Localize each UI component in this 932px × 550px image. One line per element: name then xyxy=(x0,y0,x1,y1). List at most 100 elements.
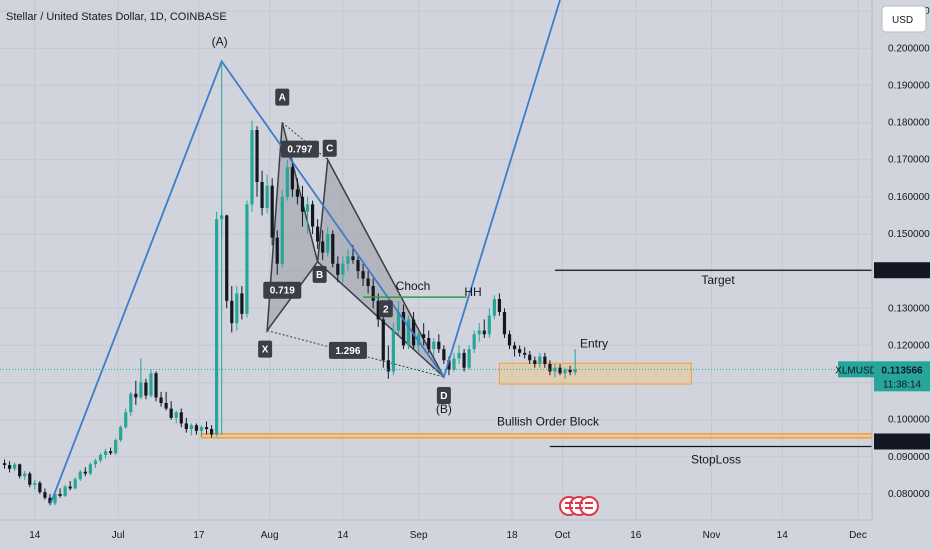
candle-body xyxy=(63,486,67,496)
candle-body xyxy=(250,130,254,205)
candle-body xyxy=(512,345,517,350)
candle-body xyxy=(518,349,522,353)
candle-body xyxy=(371,286,375,301)
point-a-label: A xyxy=(279,93,286,104)
candle-body xyxy=(119,427,123,441)
candle-body xyxy=(487,315,491,335)
entry-zone xyxy=(498,362,692,385)
candle-body xyxy=(159,397,163,403)
chart-title: Stellar / United States Dollar, 1D, COIN… xyxy=(6,11,227,23)
currency-button[interactable]: USD xyxy=(881,5,927,33)
candle-body xyxy=(149,373,153,396)
candle-body xyxy=(78,471,82,480)
flag-event-icon[interactable] xyxy=(579,496,599,516)
candle-body xyxy=(225,215,229,301)
candle-body xyxy=(23,473,27,477)
point-b-label-bg xyxy=(312,265,327,283)
candle-body xyxy=(573,369,577,373)
y-tick-label: 0.120000 xyxy=(888,340,930,351)
candle-body xyxy=(305,204,310,212)
y-tick-label: 0.200000 xyxy=(888,43,930,54)
candle-body xyxy=(381,319,385,361)
current-price-tag: 0.113566 xyxy=(881,365,923,376)
x-tick-label: 14 xyxy=(29,530,41,541)
candle-body xyxy=(103,451,108,455)
candle-body xyxy=(492,299,496,316)
candle-body xyxy=(528,354,532,361)
x-tick-label: 14 xyxy=(777,530,789,541)
y-tick-label: 0.090000 xyxy=(888,452,930,463)
candle-body xyxy=(124,412,128,428)
symbol-tag: XLMUSD xyxy=(835,365,877,376)
candle-body xyxy=(427,338,431,350)
candle-body xyxy=(326,234,330,253)
candle-body xyxy=(341,263,345,275)
candle-body xyxy=(553,367,557,372)
candle-body xyxy=(139,382,143,398)
x-tick-label: 17 xyxy=(193,530,205,541)
order-block-zone xyxy=(200,433,873,439)
candle-body xyxy=(73,479,77,489)
candle-body xyxy=(194,425,199,431)
y-tick-label: 0.100000 xyxy=(888,415,930,426)
y-tick-label: 0.130000 xyxy=(888,303,930,314)
candle-body xyxy=(265,185,269,208)
hh-label: HH xyxy=(464,285,481,299)
candle-body xyxy=(361,271,365,279)
candle-body xyxy=(457,352,461,359)
candle-body xyxy=(154,373,158,398)
candle-body xyxy=(422,334,426,338)
point-d-label: D xyxy=(440,391,447,402)
entry-label: Entry xyxy=(580,336,608,350)
candle-body xyxy=(43,492,47,498)
y-tick-label: 0.080000 xyxy=(888,489,930,500)
candle-body xyxy=(83,471,87,474)
x-tick-label: Aug xyxy=(261,530,279,541)
ratio-xb-label: 0.719 xyxy=(270,286,295,297)
candle-body xyxy=(209,429,214,435)
ratio-xb-label-bg xyxy=(263,281,302,299)
wave-polyline xyxy=(49,0,561,506)
x-tick-label: Jul xyxy=(112,530,125,541)
point-c-label-bg xyxy=(322,139,337,157)
ratio-xd-label: 1.296 xyxy=(335,346,360,357)
candle-body xyxy=(310,204,315,227)
choch-label: Choch xyxy=(396,279,431,293)
ratio-ac-label-bg xyxy=(280,140,319,158)
x-tick-label: Dec xyxy=(849,530,867,541)
candle-body xyxy=(204,427,209,429)
candle-body xyxy=(376,300,380,320)
candle-body xyxy=(391,330,395,372)
candle-body xyxy=(462,352,466,368)
candle-body xyxy=(497,299,502,312)
chart-annotations: Target Entry Bullish Order Block StopLoss Ch… xyxy=(212,34,741,466)
point-a-label-bg xyxy=(275,88,290,106)
candle-body xyxy=(401,312,406,346)
candle-body xyxy=(240,293,244,314)
time-axis[interactable] xyxy=(0,520,932,550)
candle-body xyxy=(169,408,173,418)
candle-body xyxy=(346,256,350,264)
price-axis[interactable] xyxy=(872,0,932,520)
point-b-label: B xyxy=(316,270,323,281)
y-tick-label: 0.150000 xyxy=(888,229,930,240)
y-tick-label: 0.190000 xyxy=(888,80,930,91)
entry-zone-rect xyxy=(498,362,692,385)
candle-body xyxy=(215,219,219,435)
candle-body xyxy=(275,237,279,264)
candlesticks xyxy=(2,120,577,506)
economic-events-icon[interactable] xyxy=(559,496,599,516)
candle-body xyxy=(134,393,138,398)
candle-body xyxy=(447,360,451,370)
candle-body xyxy=(472,334,476,350)
x-tick-label: Nov xyxy=(703,530,721,541)
stoploss-label: StopLoss xyxy=(691,453,741,467)
y-tick-label: 0.180000 xyxy=(888,118,930,129)
candle-body xyxy=(538,356,542,364)
candle-body xyxy=(386,360,390,372)
x-tick-label: 14 xyxy=(337,530,349,541)
leg-2-label: 2 xyxy=(383,304,389,315)
candle-body xyxy=(336,263,340,275)
point-x-label: X xyxy=(262,345,269,356)
